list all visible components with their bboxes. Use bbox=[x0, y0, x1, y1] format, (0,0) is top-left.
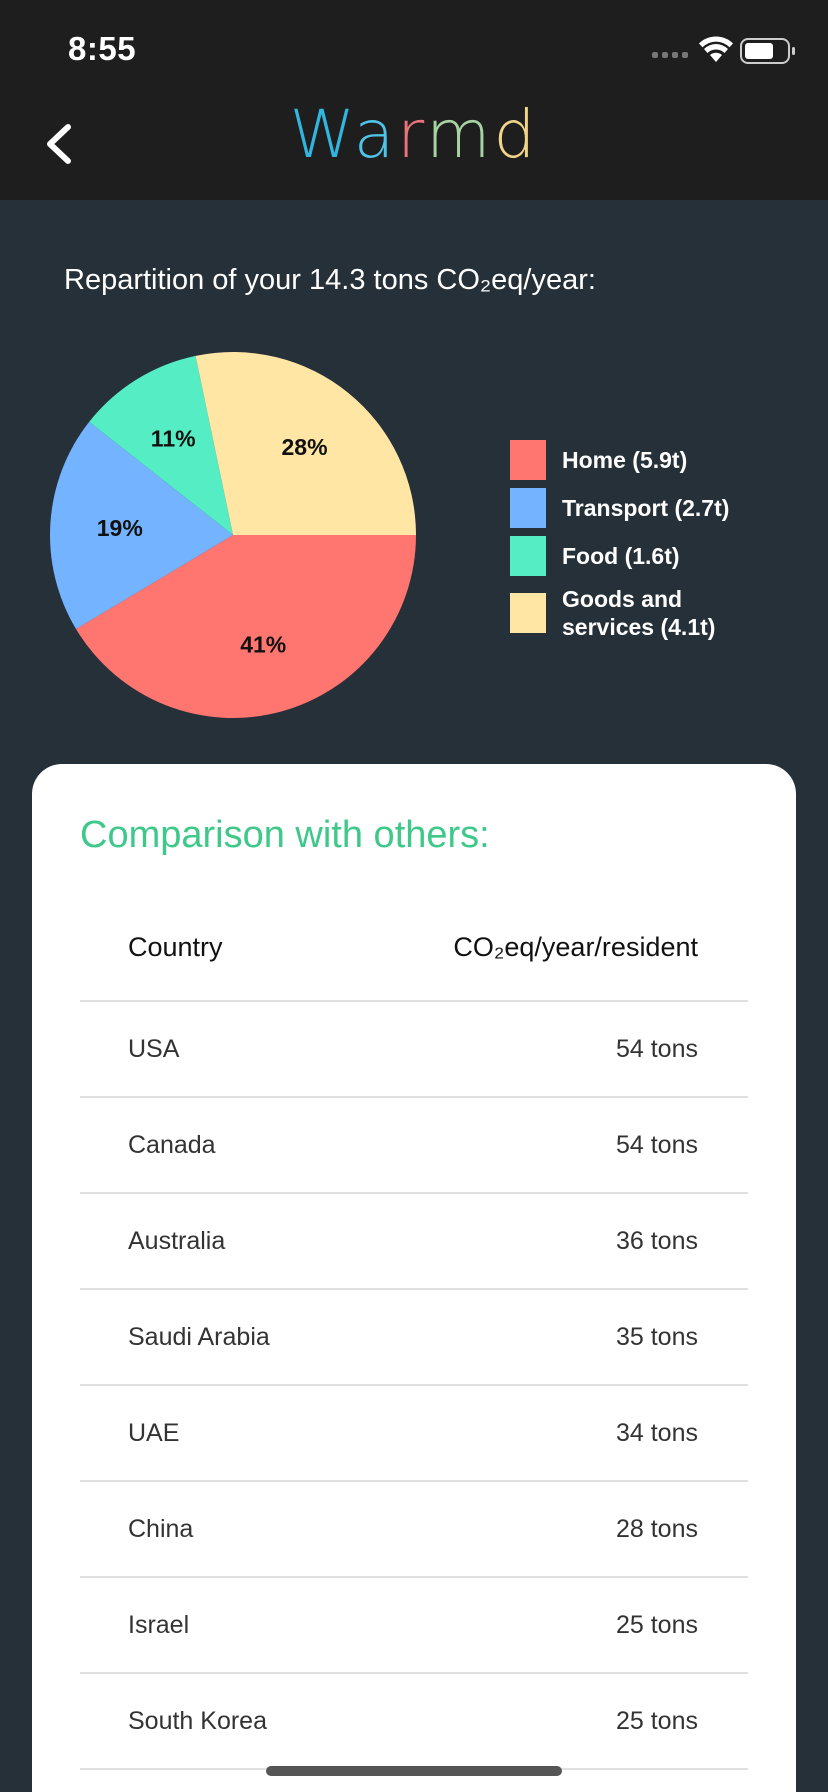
emissions-cell: 25 tons bbox=[615, 1611, 698, 1639]
pie-slice-transport bbox=[50, 421, 233, 630]
pie-slice-goods bbox=[195, 352, 416, 535]
table-row: South Korea 25 tons bbox=[80, 1674, 748, 1770]
country-cell: Canada bbox=[128, 1131, 216, 1159]
comparison-card: Comparison with others: Country CO₂eq/ye… bbox=[32, 764, 796, 1792]
column-header-emissions: CO₂eq/year/resident bbox=[453, 931, 698, 962]
table-header: Country CO₂eq/year/resident bbox=[80, 894, 748, 1002]
legend-item-home: Home (5.9t) bbox=[510, 436, 810, 484]
status-time: 8:55 bbox=[68, 30, 137, 67]
emissions-cell: 35 tons bbox=[615, 1323, 698, 1351]
legend-item-food: Food (1.6t) bbox=[510, 532, 810, 580]
pie-slice-label: 41% bbox=[240, 631, 286, 657]
legend-swatch bbox=[510, 488, 546, 528]
legend-item-transport: Transport (2.7t) bbox=[510, 484, 810, 532]
app-title-letter: m bbox=[426, 96, 494, 173]
pie-slice-home bbox=[75, 535, 416, 718]
app-title-letter: r bbox=[397, 96, 427, 173]
breakdown-heading: Repartition of your 14.3 tons CO₂eq/year… bbox=[64, 264, 596, 296]
country-cell: Saudi Arabia bbox=[128, 1323, 270, 1351]
pie-slice-label: 11% bbox=[151, 426, 196, 452]
table-row: Saudi Arabia 35 tons bbox=[80, 1290, 748, 1386]
table-row: USA 54 tons bbox=[80, 1002, 748, 1098]
chart-legend: Home (5.9t) Transport (2.7t) Food (1.6t)… bbox=[510, 436, 810, 644]
country-cell: Australia bbox=[128, 1227, 226, 1255]
legend-swatch bbox=[510, 593, 546, 633]
wifi-icon bbox=[699, 36, 733, 62]
app-title: Warmd bbox=[0, 96, 828, 173]
table-row: Australia 36 tons bbox=[80, 1194, 748, 1290]
cellular-signal-icon bbox=[652, 52, 688, 58]
country-cell: Israel bbox=[128, 1611, 190, 1639]
pie-svg: 41% 19% 11% 28% bbox=[50, 352, 416, 718]
emissions-cell: 36 tons bbox=[615, 1227, 698, 1255]
emissions-pie-chart: 41% 19% 11% 28% bbox=[40, 342, 426, 728]
emissions-cell: 54 tons bbox=[615, 1035, 698, 1063]
pie-slice-label: 28% bbox=[282, 434, 328, 460]
legend-label: Transport (2.7t) bbox=[562, 495, 730, 521]
comparison-heading: Comparison with others: bbox=[80, 814, 490, 856]
legend-swatch bbox=[510, 536, 546, 576]
pie-slice-label: 19% bbox=[97, 515, 143, 541]
table-row: Canada 54 tons bbox=[80, 1098, 748, 1194]
country-cell: USA bbox=[128, 1035, 180, 1063]
emissions-cell: 28 tons bbox=[615, 1515, 698, 1543]
country-cell: South Korea bbox=[128, 1707, 267, 1735]
table-row: Israel 25 tons bbox=[80, 1578, 748, 1674]
chevron-left-icon bbox=[47, 124, 71, 164]
table-row: UAE 34 tons bbox=[80, 1386, 748, 1482]
legend-label: Food (1.6t) bbox=[562, 543, 680, 569]
legend-label: Home (5.9t) bbox=[562, 447, 688, 473]
country-cell: UAE bbox=[128, 1419, 180, 1447]
app-title-letter: W bbox=[289, 96, 354, 173]
top-bar: 8:55 Warmd bbox=[0, 0, 828, 200]
battery-icon bbox=[740, 38, 795, 64]
legend-label: Goods and services (4.1t) bbox=[562, 586, 716, 640]
pie-slice-food bbox=[89, 355, 233, 535]
emissions-cell: 25 tons bbox=[615, 1707, 698, 1735]
legend-item-goods: Goods and services (4.1t) bbox=[510, 582, 810, 644]
table-row: China 28 tons bbox=[80, 1482, 748, 1578]
back-button[interactable] bbox=[36, 118, 80, 170]
app-title-letter: d bbox=[493, 96, 539, 173]
app-title-letter: a bbox=[353, 96, 398, 173]
legend-swatch bbox=[510, 440, 546, 480]
home-indicator bbox=[266, 1766, 562, 1776]
emissions-cell: 54 tons bbox=[615, 1131, 698, 1159]
country-cell: China bbox=[128, 1515, 194, 1543]
emissions-cell: 34 tons bbox=[615, 1419, 698, 1447]
column-header-country: Country bbox=[128, 931, 223, 962]
comparison-table: Country CO₂eq/year/resident USA 54 tons … bbox=[80, 894, 748, 1770]
